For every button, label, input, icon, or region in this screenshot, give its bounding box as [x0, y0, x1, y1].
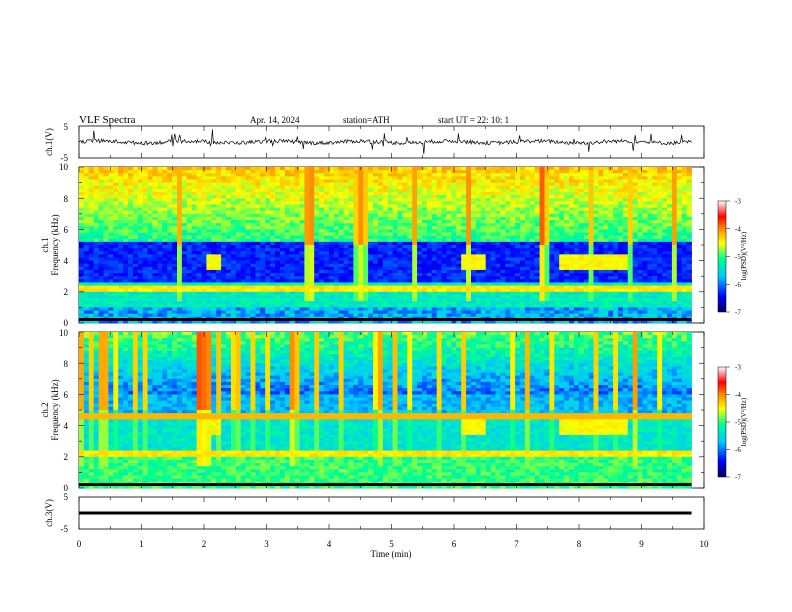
ch1-colorbar-label: log(PSD)(V²/Hz) — [740, 231, 748, 280]
colorbar-tick-label: -5 — [735, 419, 741, 427]
axis-tick-marks — [78, 126, 705, 529]
ch2-tick-6: 6 — [64, 390, 69, 400]
x-tick-label-0: 0 — [77, 539, 82, 549]
ch2-colorbar-label: log(PSD)(V²/Hz) — [740, 397, 748, 446]
colorbar-tick-label: -6 — [735, 446, 741, 454]
x-tick-label-6: 6 — [452, 539, 457, 549]
x-tick-label-1: 1 — [139, 539, 144, 549]
colorbar-tick-label: -7 — [735, 309, 741, 317]
ch2-tick-0: 0 — [64, 483, 69, 493]
ch1-ylabel-frequency: Frequency (kHz) — [50, 214, 60, 275]
ch2-tick-8: 8 — [64, 359, 69, 369]
ch1-tick-6: 6 — [64, 225, 69, 235]
ch1-tick-0: 0 — [64, 318, 69, 328]
x-tick-label-7: 7 — [514, 539, 519, 549]
ch1v-ylabel: ch.1(V) — [44, 128, 54, 156]
x-tick-label-8: 8 — [577, 539, 582, 549]
ch1v-tick-top: 5 — [64, 122, 69, 132]
ch1-tick-4: 4 — [64, 256, 69, 266]
colorbar-tick-label: -7 — [735, 474, 741, 482]
ch1-spectrogram-image — [79, 167, 692, 324]
ch1-waveform-trace — [78, 129, 692, 155]
ch1-tick-2: 2 — [64, 287, 69, 297]
colorbar-tick-label: -3 — [735, 198, 741, 206]
ch1v-tick-bottom: -5 — [61, 153, 69, 163]
station-label: station=ATH — [343, 115, 390, 125]
figure-title: VLF Spectra — [79, 114, 136, 126]
colorbar-tick-label: -4 — [735, 391, 741, 399]
ch3v-tick-top: 5 — [64, 492, 69, 502]
colorbar-tick-label: -4 — [735, 225, 741, 233]
ch2-ylabel-channel: ch.2 — [40, 402, 50, 417]
start-ut-label: start UT = 22: 10: 1 — [438, 115, 509, 125]
x-axis-tick-labels: 0 1 2 3 4 5 6 7 8 9 10 — [77, 539, 709, 549]
ch1-colorbar: -3 -4 -5 -6 -7 log(PSD)(V²/Hz) — [717, 198, 748, 317]
ch1-spectrogram-panel: 10 8 6 4 2 0 ch.1 Frequency (kHz) — [40, 162, 705, 328]
date-label: Apr. 14, 2024 — [250, 115, 300, 125]
colorbar-tick-label: -3 — [735, 364, 741, 372]
x-axis-label: Time (min) — [371, 549, 412, 559]
ch1-tick-10: 10 — [59, 162, 69, 172]
ch2-colorbar: -3 -4 -5 -6 -7 log(PSD)(V²/Hz) — [717, 364, 748, 482]
ch3v-tick-bottom: -5 — [61, 524, 69, 534]
colorbar-tick-label: -6 — [735, 281, 741, 289]
x-tick-label-2: 2 — [202, 539, 207, 549]
ch1-waveform-panel: 5 -5 ch.1(V) — [44, 122, 705, 163]
x-tick-label-3: 3 — [264, 539, 269, 549]
ch2-ylabel-frequency: Frequency (kHz) — [50, 379, 60, 440]
ch2-spectrogram-panel: 10 8 6 4 2 0 ch.2 Frequency (kHz) — [40, 328, 705, 493]
x-tick-label-10: 10 — [700, 539, 710, 549]
colorbar-tick-label: -5 — [735, 253, 741, 261]
ch3v-ylabel: ch.3(V) — [44, 499, 54, 527]
ch2-tick-10: 10 — [59, 328, 69, 338]
ch3-waveform-panel: 5 -5 ch.3(V) — [44, 492, 705, 534]
ch2-spectrogram-image — [79, 332, 692, 489]
ch1-ylabel-channel: ch.1 — [40, 237, 50, 252]
x-tick-label-4: 4 — [327, 539, 332, 549]
x-tick-label-9: 9 — [639, 539, 644, 549]
ch1-tick-8: 8 — [64, 194, 69, 204]
ch3-waveform-trace — [79, 511, 692, 515]
ch2-tick-4: 4 — [64, 421, 69, 431]
x-tick-label-5: 5 — [389, 539, 394, 549]
ch2-tick-2: 2 — [64, 452, 69, 462]
